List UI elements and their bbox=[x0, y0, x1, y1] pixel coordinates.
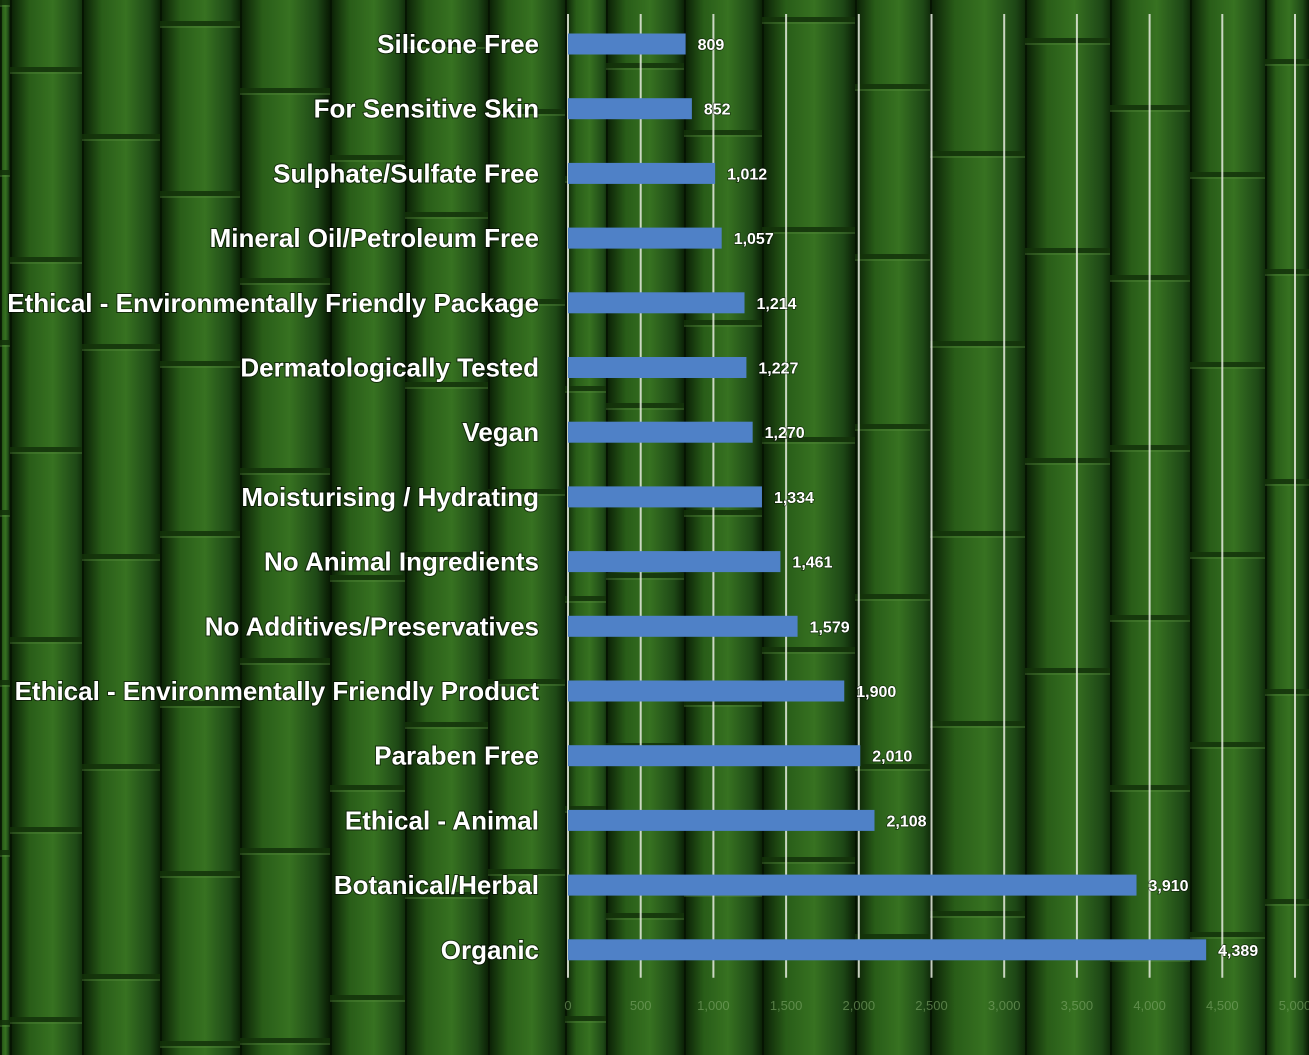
bar bbox=[568, 745, 861, 767]
category-label: Ethical - Environmentally Friendly Produ… bbox=[15, 676, 540, 706]
data-label: 1,270 bbox=[765, 425, 805, 442]
x-tick-label: 2,500 bbox=[915, 998, 948, 1013]
category-label: For Sensitive Skin bbox=[314, 94, 539, 124]
data-label: 4,389 bbox=[1218, 943, 1258, 960]
category-label: No Animal Ingredients bbox=[264, 547, 539, 577]
category-label: Ethical - Environmentally Friendly Packa… bbox=[7, 288, 539, 318]
x-tick-label: 3,000 bbox=[988, 998, 1021, 1013]
category-label: No Additives/Preservatives bbox=[205, 611, 539, 641]
data-label: 1,461 bbox=[792, 555, 832, 572]
x-tick-label: 1,500 bbox=[770, 998, 803, 1013]
data-label: 1,900 bbox=[856, 684, 896, 701]
data-label: 1,214 bbox=[757, 296, 797, 313]
x-tick-label: 4,500 bbox=[1206, 998, 1239, 1013]
bar bbox=[568, 680, 845, 702]
bar bbox=[568, 33, 686, 55]
category-label: Sulphate/Sulfate Free bbox=[273, 158, 539, 188]
data-label: 1,012 bbox=[727, 166, 767, 183]
x-axis-ticks: 0 500 1,000 1,500 2,000 2,500 3,000 3,500 4,000 4… bbox=[564, 998, 1309, 1013]
bar bbox=[568, 874, 1137, 896]
bar bbox=[568, 162, 716, 184]
bar bbox=[568, 551, 781, 573]
x-tick-label: 0 bbox=[564, 998, 571, 1013]
bar bbox=[568, 292, 745, 314]
category-label: Dermatologically Tested bbox=[240, 353, 539, 383]
x-tick-label: 500 bbox=[630, 998, 652, 1013]
data-label: 1,227 bbox=[758, 361, 798, 378]
bar bbox=[568, 227, 722, 249]
bars bbox=[568, 33, 1207, 961]
data-label: 1,057 bbox=[734, 231, 774, 248]
data-label: 1,334 bbox=[774, 490, 814, 507]
category-labels: Silicone Free For Sensitive Skin Sulphate/… bbox=[6, 28, 540, 966]
category-label: Paraben Free bbox=[374, 741, 539, 771]
data-label: 3,910 bbox=[1149, 878, 1189, 895]
x-tick-label: 1,000 bbox=[697, 998, 730, 1013]
category-label: Ethical - Animal bbox=[345, 805, 539, 835]
category-label: Silicone Free bbox=[377, 29, 539, 59]
value-labels: 809 852 1,012 1,057 1,214 1,227 1,270 1,334 1,46… bbox=[697, 36, 1259, 960]
bar bbox=[568, 421, 753, 443]
x-tick-label: 2,000 bbox=[843, 998, 876, 1013]
category-label: Botanical/Herbal bbox=[334, 870, 539, 900]
x-tick-label: 3,500 bbox=[1061, 998, 1094, 1013]
bar bbox=[568, 98, 692, 120]
x-tick-label: 4,000 bbox=[1133, 998, 1166, 1013]
data-label: 1,579 bbox=[810, 619, 850, 636]
bar bbox=[568, 357, 747, 378]
bar bbox=[568, 939, 1207, 961]
category-label: Moisturising / Hydrating bbox=[241, 482, 539, 512]
data-label: 809 bbox=[698, 37, 725, 54]
data-label: 852 bbox=[704, 102, 731, 119]
bar bbox=[568, 486, 762, 508]
x-tick-label: 5,000 bbox=[1279, 998, 1309, 1013]
data-label: 2,108 bbox=[887, 813, 927, 830]
data-label: 2,010 bbox=[872, 749, 912, 766]
category-label: Vegan bbox=[462, 417, 539, 447]
bar bbox=[568, 615, 798, 637]
category-label: Organic bbox=[441, 935, 539, 965]
category-label: Mineral Oil/Petroleum Free bbox=[210, 223, 539, 253]
bar bbox=[568, 809, 875, 831]
